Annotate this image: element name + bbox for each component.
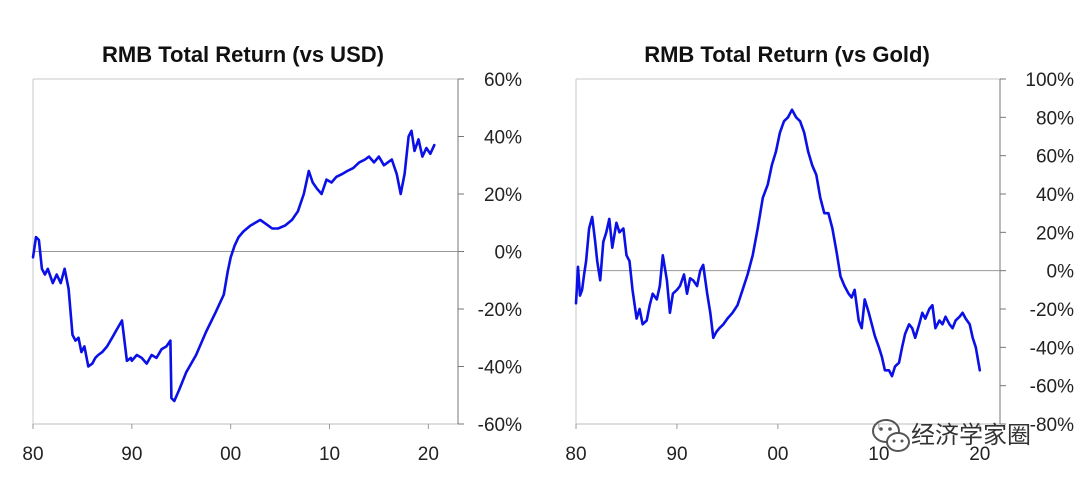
y-tick-label: -20%: [1030, 300, 1074, 321]
x-tick-label: 90: [121, 444, 142, 465]
chart-title: RMB Total Return (vs USD): [102, 42, 384, 67]
x-tick-label: 20: [418, 444, 439, 465]
x-tick-label: 00: [767, 444, 788, 465]
chart-title: RMB Total Return (vs Gold): [644, 42, 930, 67]
y-tick-label: 20%: [1036, 223, 1074, 244]
chart-rmb-vs-usd: RMB Total Return (vs USD) 60% 40% 20% 0% -20…: [22, 42, 522, 465]
y-tick-label: -60%: [478, 415, 522, 436]
x-tick-label: 90: [666, 444, 687, 465]
y-tick-label: 40%: [484, 128, 522, 149]
y-tick-label: -40%: [478, 358, 522, 379]
x-tick-label: 10: [319, 444, 340, 465]
y-tick-label: 20%: [484, 185, 522, 206]
chart-rmb-vs-gold: RMB Total Return (vs Gold) 100%80%60%40%…: [565, 42, 1074, 465]
plot-frame: [575, 78, 1006, 425]
y-tick-label: 80%: [1036, 108, 1074, 129]
x-axis: 80 90 00 10 20: [565, 424, 990, 465]
x-tick-label: 00: [220, 444, 241, 465]
series-line: [574, 108, 982, 378]
y-axis: 100% 80% 60% 40% 20% 0% -20% -40% -60% -80%: [1000, 70, 1074, 436]
y-tick-label: 0%: [1047, 262, 1075, 283]
series-layer: [31, 129, 436, 403]
y-tick-label: -80%: [1030, 415, 1074, 436]
x-axis: 80 90 00 10 20: [22, 424, 439, 465]
y-tick-label: 60%: [484, 70, 522, 91]
watermark: 经济学家圈: [872, 419, 1031, 452]
wechat-icon: [872, 419, 910, 452]
y-axis: 60% 40% 20% 0% -20% -40% -60%: [458, 70, 522, 436]
x-tick-label: 10: [868, 444, 889, 465]
y-tick-label: 60%: [1036, 147, 1074, 168]
x-tick-label: 80: [565, 444, 586, 465]
y-tick-label: 40%: [1036, 185, 1074, 206]
y-tick-label: -20%: [478, 300, 522, 321]
series-layer: [574, 108, 982, 378]
y-tick-label: 100%: [1025, 70, 1074, 91]
x-tick-label: 20: [969, 444, 990, 465]
y-tick-label: -60%: [1030, 377, 1074, 398]
x-tick-label: 80: [22, 444, 43, 465]
series-line: [31, 129, 436, 403]
y-tick-label: 0%: [495, 243, 523, 264]
watermark-text: 经济学家圈: [911, 421, 1031, 449]
y-tick-label: -40%: [1030, 338, 1074, 359]
